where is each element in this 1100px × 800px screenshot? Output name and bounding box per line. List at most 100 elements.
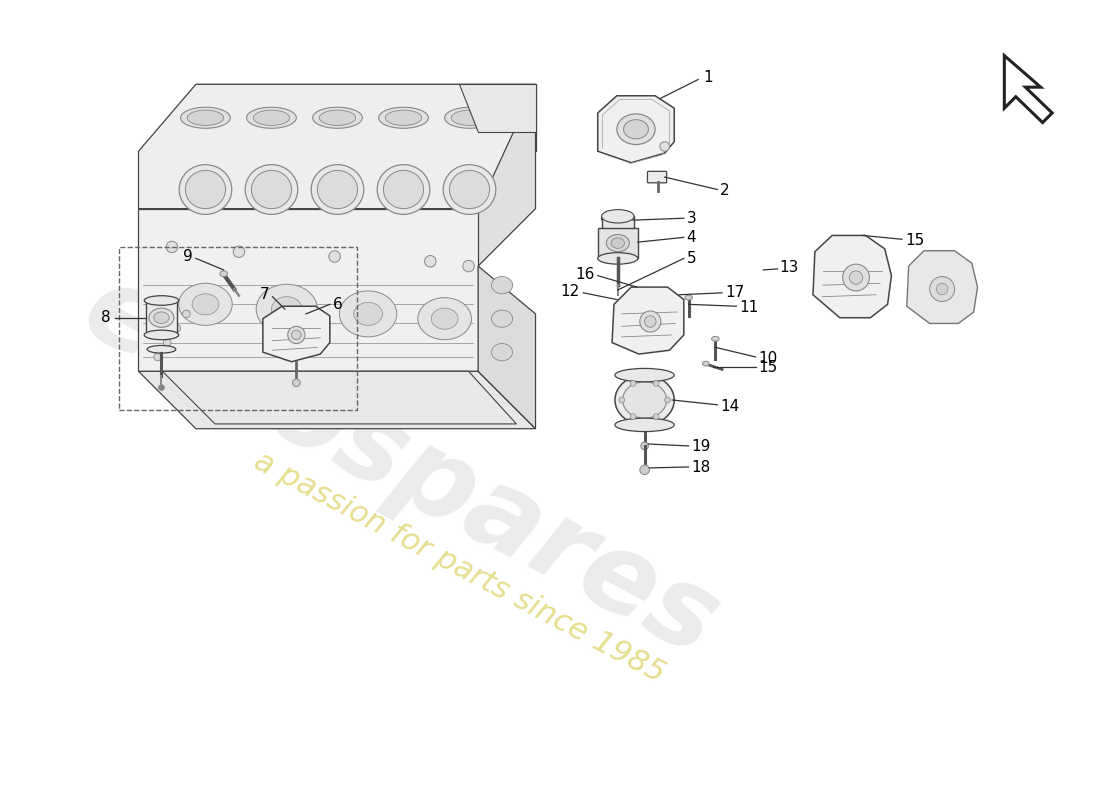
Ellipse shape [615, 369, 674, 382]
Ellipse shape [602, 210, 634, 223]
Ellipse shape [178, 283, 232, 326]
Ellipse shape [712, 336, 719, 341]
Circle shape [329, 250, 340, 262]
Text: a passion for parts since 1985: a passion for parts since 1985 [249, 446, 669, 689]
Ellipse shape [444, 107, 494, 128]
Ellipse shape [377, 165, 430, 214]
Circle shape [425, 255, 436, 267]
Ellipse shape [451, 110, 487, 126]
Ellipse shape [418, 298, 472, 340]
Circle shape [183, 310, 190, 318]
Ellipse shape [179, 165, 232, 214]
Ellipse shape [492, 310, 513, 327]
Ellipse shape [192, 294, 219, 315]
Polygon shape [478, 266, 536, 429]
Circle shape [154, 353, 162, 361]
Ellipse shape [385, 110, 421, 126]
Ellipse shape [602, 211, 634, 225]
Ellipse shape [443, 165, 496, 214]
Circle shape [653, 414, 659, 419]
Polygon shape [597, 96, 674, 162]
Ellipse shape [245, 165, 298, 214]
Text: 13: 13 [780, 261, 799, 275]
Text: 17: 17 [725, 286, 745, 300]
Ellipse shape [623, 382, 667, 418]
Polygon shape [906, 250, 978, 323]
Ellipse shape [256, 284, 318, 334]
Text: 9: 9 [184, 249, 192, 264]
Ellipse shape [147, 346, 176, 353]
Text: 11: 11 [739, 300, 759, 314]
Ellipse shape [617, 114, 656, 145]
Bar [597, 228, 638, 258]
Text: 5: 5 [686, 251, 696, 266]
Circle shape [930, 277, 955, 302]
Ellipse shape [597, 253, 638, 264]
Text: 10: 10 [758, 351, 778, 366]
Ellipse shape [272, 297, 302, 322]
Circle shape [166, 241, 178, 253]
Ellipse shape [253, 110, 289, 126]
Circle shape [463, 260, 474, 272]
Circle shape [164, 338, 170, 346]
Ellipse shape [354, 302, 383, 326]
Ellipse shape [148, 308, 174, 327]
Ellipse shape [492, 277, 513, 294]
Circle shape [640, 311, 661, 332]
Ellipse shape [685, 295, 692, 300]
Circle shape [843, 264, 869, 291]
Polygon shape [196, 84, 536, 151]
Text: 2: 2 [720, 183, 729, 198]
Ellipse shape [492, 343, 513, 361]
Ellipse shape [154, 312, 169, 323]
Bar [146, 301, 177, 335]
Text: 14: 14 [720, 399, 739, 414]
Circle shape [653, 381, 659, 386]
Ellipse shape [615, 375, 674, 425]
Text: 6: 6 [332, 297, 342, 312]
Ellipse shape [318, 170, 358, 209]
Circle shape [664, 397, 670, 403]
Circle shape [936, 283, 948, 294]
Circle shape [158, 385, 164, 390]
Polygon shape [612, 287, 684, 354]
Ellipse shape [340, 291, 397, 337]
Text: 1: 1 [703, 70, 713, 85]
Polygon shape [263, 306, 330, 362]
Text: 7: 7 [260, 287, 270, 302]
Polygon shape [459, 84, 536, 132]
Circle shape [233, 246, 244, 258]
Polygon shape [139, 371, 536, 429]
Ellipse shape [246, 107, 296, 128]
Bar [120, 247, 356, 410]
Text: 12: 12 [560, 284, 580, 299]
FancyBboxPatch shape [648, 171, 667, 183]
Circle shape [640, 465, 649, 474]
Ellipse shape [186, 170, 225, 209]
Ellipse shape [187, 110, 223, 126]
Circle shape [645, 316, 656, 327]
Circle shape [849, 271, 862, 284]
Text: 4: 4 [686, 230, 696, 245]
Circle shape [660, 142, 670, 151]
Ellipse shape [384, 170, 424, 209]
Ellipse shape [180, 107, 230, 128]
Polygon shape [139, 209, 478, 371]
Circle shape [630, 414, 636, 419]
Ellipse shape [450, 170, 490, 209]
Ellipse shape [612, 238, 625, 248]
Circle shape [288, 326, 305, 343]
Polygon shape [478, 84, 536, 266]
Ellipse shape [220, 271, 228, 277]
Text: eurospares: eurospares [66, 255, 737, 679]
Text: 16: 16 [575, 267, 595, 282]
Polygon shape [813, 235, 891, 318]
Ellipse shape [431, 308, 458, 330]
Text: 18: 18 [692, 461, 711, 475]
Ellipse shape [703, 362, 710, 366]
Ellipse shape [624, 120, 648, 139]
Ellipse shape [252, 170, 292, 209]
Circle shape [293, 379, 300, 386]
Circle shape [619, 397, 625, 403]
Ellipse shape [144, 330, 178, 340]
